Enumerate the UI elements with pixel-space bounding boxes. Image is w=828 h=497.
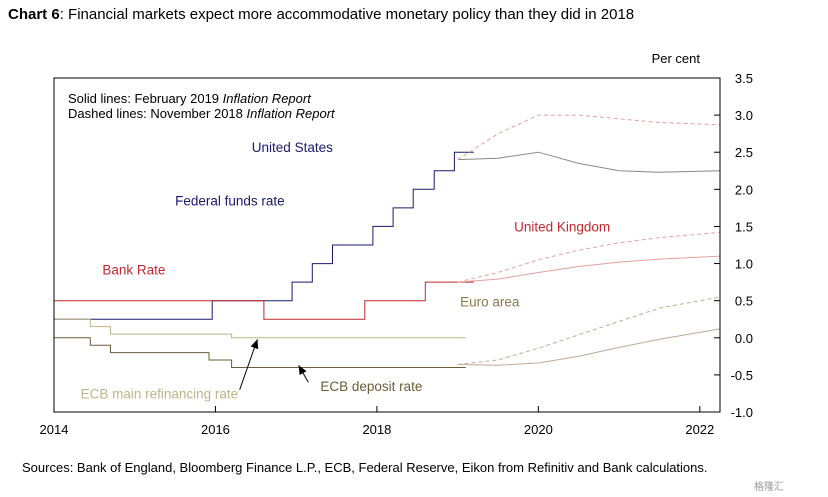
series-label: ECB deposit rate bbox=[320, 379, 422, 394]
chart-title: Chart 6: Financial markets expect more a… bbox=[8, 6, 634, 23]
x-tick-label: 2022 bbox=[685, 422, 714, 437]
chart-number: Chart 6 bbox=[8, 6, 60, 23]
legend-note: Solid lines: February 2019 Inflation Rep… bbox=[68, 91, 312, 106]
series-labels: United States Federal funds rate United Ki… bbox=[81, 140, 611, 401]
annotation-arrow-head bbox=[250, 339, 259, 350]
series-label: Euro area bbox=[460, 295, 520, 310]
series-line bbox=[457, 328, 721, 366]
y-tick-label: 0.0 bbox=[735, 331, 753, 346]
series-line bbox=[457, 114, 721, 161]
series-label: ECB main refinancing rate bbox=[81, 387, 239, 402]
y-tick-label: 1.0 bbox=[735, 257, 753, 272]
series-line bbox=[54, 281, 474, 320]
y-tick-label: -1.0 bbox=[731, 405, 753, 420]
y-tick-label: 0.5 bbox=[735, 294, 753, 309]
annotation-arrow-head bbox=[298, 365, 307, 375]
series-label: United Kingdom bbox=[514, 220, 610, 235]
y-tick-label: 2.0 bbox=[735, 182, 753, 197]
series-line bbox=[54, 337, 466, 368]
series-line bbox=[457, 296, 721, 365]
y-tick-label: 3.5 bbox=[735, 71, 753, 86]
chart-title-separator: : bbox=[59, 6, 69, 23]
y-tick-label: 1.5 bbox=[735, 219, 753, 234]
y-axis: -1.0 -0.5 0.0 0.5 1.0 1.5 2.0 2.5 3.0 3.5 bbox=[714, 71, 753, 420]
series-line bbox=[457, 231, 721, 283]
series-label: Federal funds rate bbox=[175, 194, 285, 209]
x-axis: 2014 2016 2018 2020 2022 bbox=[40, 406, 714, 437]
x-tick-label: 2014 bbox=[40, 422, 69, 437]
legend-note-italic: Inflation Report bbox=[247, 106, 337, 121]
legend-notes: Solid lines: February 2019 Inflation Rep… bbox=[68, 91, 336, 121]
y-axis-label: Per cent bbox=[652, 51, 701, 66]
series-label: Bank Rate bbox=[102, 263, 165, 278]
plot-frame bbox=[53, 77, 721, 413]
x-tick-label: 2016 bbox=[201, 422, 230, 437]
sources-note: Sources: Bank of England, Bloomberg Fina… bbox=[22, 460, 708, 475]
series-line bbox=[457, 151, 721, 173]
series-line bbox=[54, 151, 474, 320]
annotation-arrows bbox=[239, 339, 309, 390]
y-tick-label: 2.5 bbox=[735, 145, 753, 160]
watermark: 格隆汇 bbox=[754, 482, 784, 493]
series-line bbox=[457, 255, 721, 283]
series-layer bbox=[54, 114, 721, 368]
legend-note-lead: Dashed lines: November 2018 bbox=[68, 106, 247, 121]
series-label: United States bbox=[252, 140, 333, 155]
chart-title-text: Financial markets expect more accommodat… bbox=[68, 6, 635, 23]
x-tick-label: 2018 bbox=[362, 422, 391, 437]
legend-note: Dashed lines: November 2018 Inflation Re… bbox=[68, 106, 336, 121]
y-tick-label: -0.5 bbox=[731, 368, 753, 383]
x-tick-label: 2020 bbox=[524, 422, 553, 437]
legend-note-italic: Inflation Report bbox=[223, 91, 313, 106]
series-line bbox=[54, 318, 466, 339]
y-tick-label: 3.0 bbox=[735, 108, 753, 123]
legend-note-lead: Solid lines: February 2019 bbox=[68, 91, 223, 106]
